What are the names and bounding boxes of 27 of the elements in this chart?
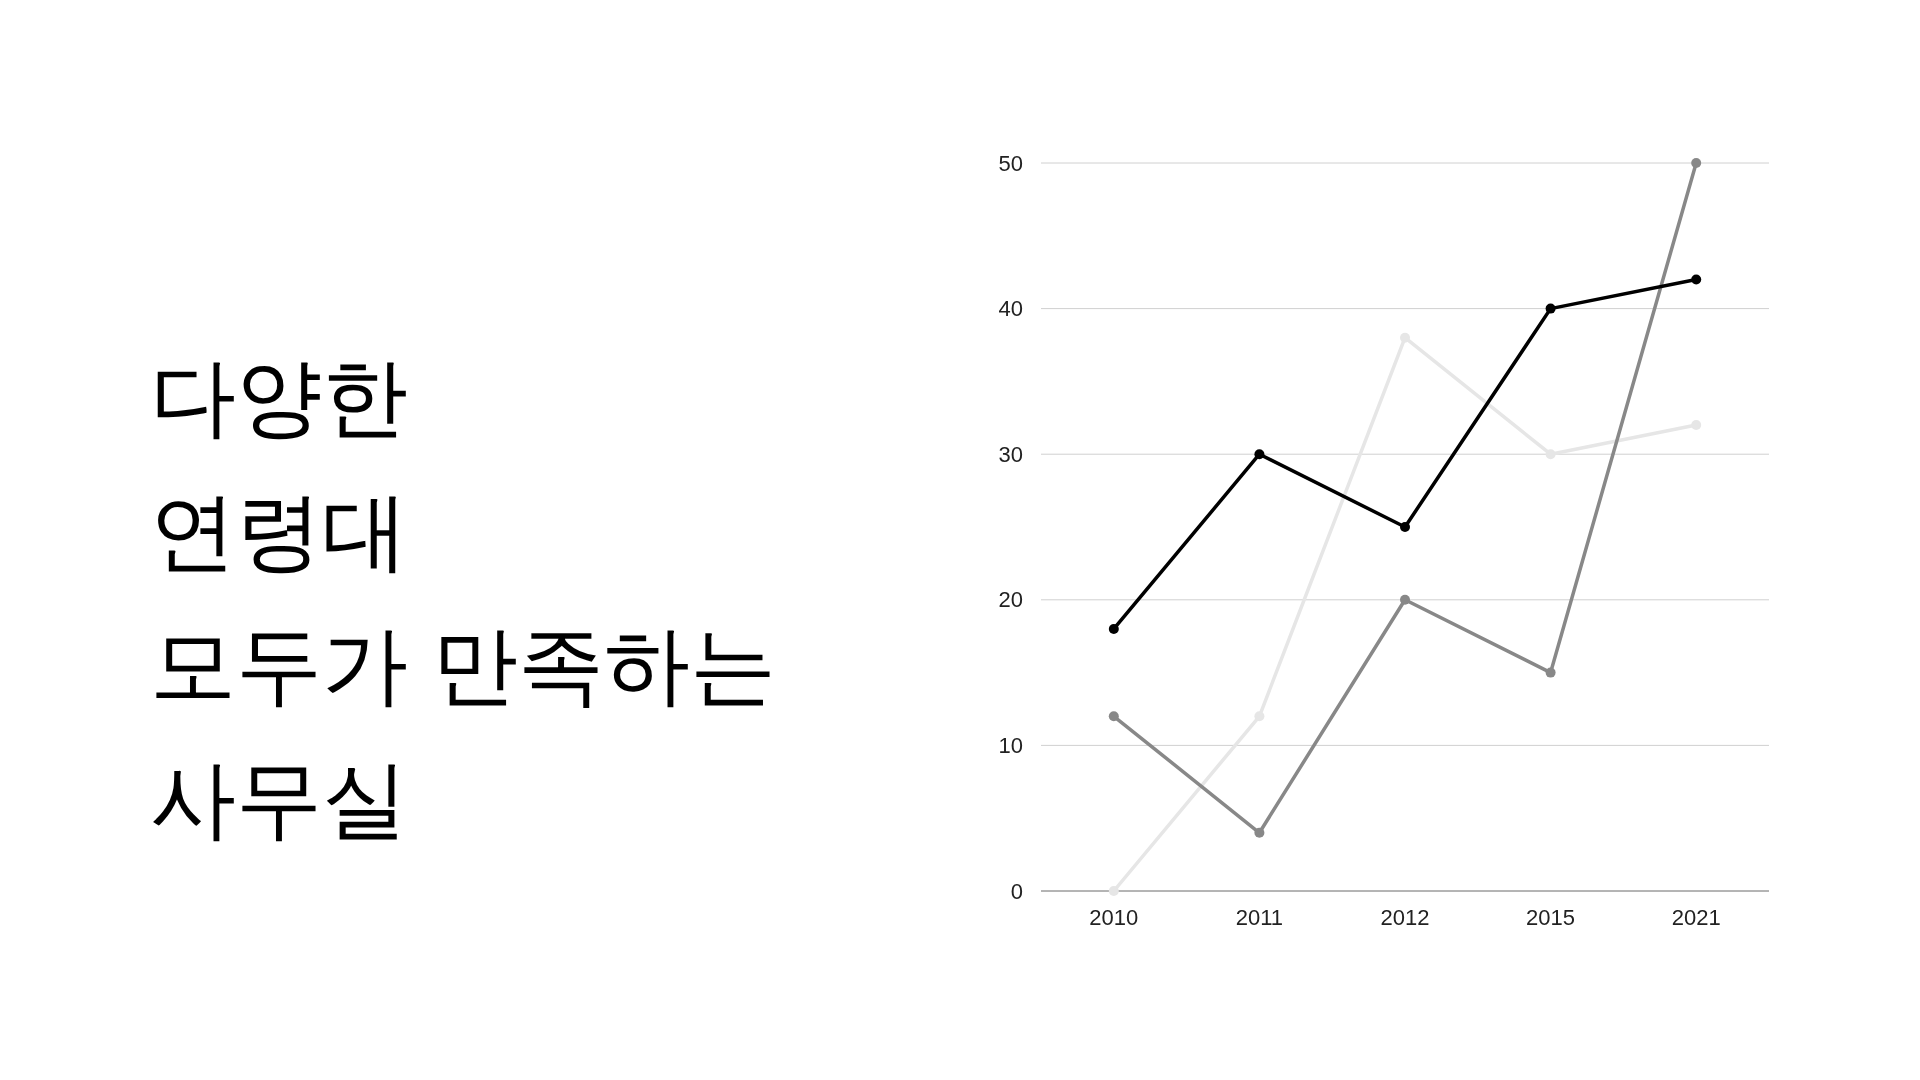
point	[1545, 303, 1556, 314]
point	[1400, 522, 1410, 532]
text: 다양한 연령대 모두가 만족하는 사무실	[150, 348, 776, 849]
y-tick-label: 40	[998, 296, 1023, 322]
y-tick-label: 10	[998, 732, 1023, 758]
point	[1545, 449, 1556, 460]
point	[1108, 711, 1119, 722]
point	[1691, 420, 1702, 431]
point	[1108, 886, 1119, 896]
point	[1400, 332, 1410, 343]
point	[1691, 274, 1702, 285]
point	[1254, 449, 1265, 460]
point	[1545, 667, 1556, 678]
point	[1108, 623, 1119, 634]
point	[1254, 827, 1265, 838]
x-tick-label: 2010	[1089, 905, 1139, 930]
y-tick-label: 50	[998, 150, 1023, 176]
point	[1254, 711, 1265, 722]
point	[1691, 158, 1702, 168]
x-tick-label: 2015	[1526, 905, 1576, 930]
y-tick-label: 0	[1010, 878, 1023, 904]
x-tick-label: 2011	[1235, 905, 1284, 930]
y-tick-label: 20	[998, 587, 1023, 613]
y-tick-label: 30	[998, 441, 1023, 467]
x-tick-label: 2012	[1380, 905, 1430, 930]
point	[1400, 594, 1410, 605]
x-tick-label: 2021	[1671, 905, 1721, 930]
